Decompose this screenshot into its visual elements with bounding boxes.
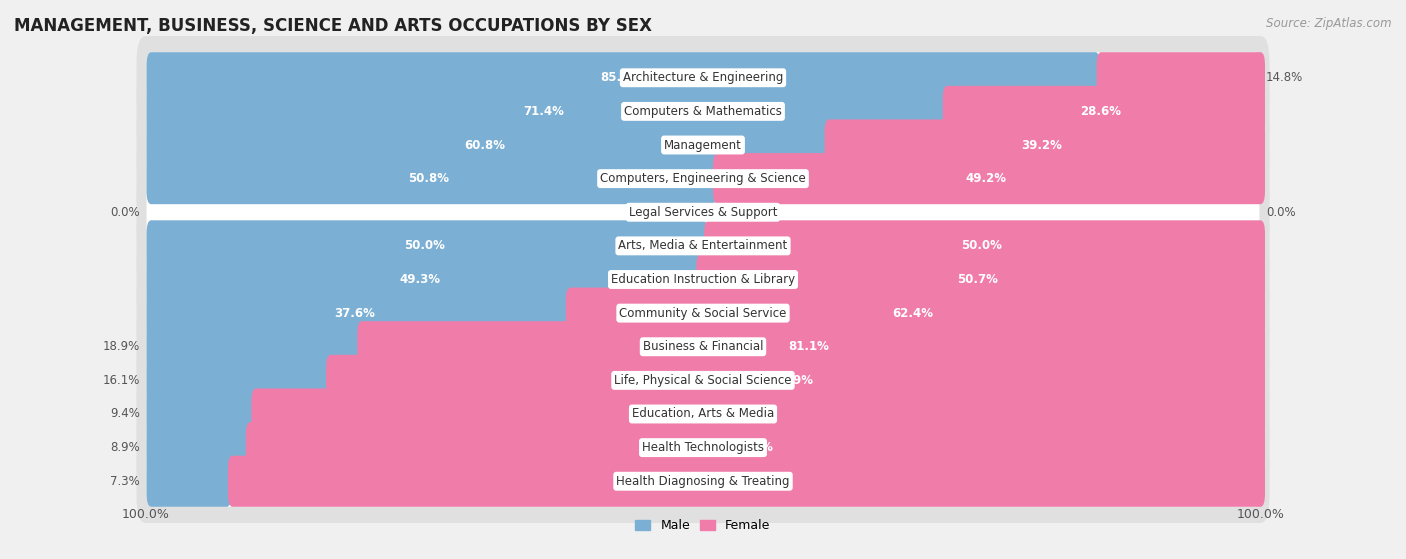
FancyBboxPatch shape (136, 170, 1270, 254)
Text: Life, Physical & Social Science: Life, Physical & Social Science (614, 374, 792, 387)
FancyBboxPatch shape (246, 422, 1265, 473)
Text: 9.4%: 9.4% (110, 408, 139, 420)
FancyBboxPatch shape (146, 355, 1260, 406)
Text: 83.9%: 83.9% (772, 374, 813, 387)
FancyBboxPatch shape (136, 137, 1270, 220)
FancyBboxPatch shape (357, 321, 1265, 372)
FancyBboxPatch shape (136, 238, 1270, 321)
Text: 49.2%: 49.2% (966, 172, 1007, 185)
FancyBboxPatch shape (136, 439, 1270, 523)
FancyBboxPatch shape (146, 389, 254, 439)
Text: Management: Management (664, 139, 742, 151)
FancyBboxPatch shape (146, 220, 1260, 272)
FancyBboxPatch shape (146, 422, 1260, 473)
Text: 16.1%: 16.1% (103, 374, 139, 387)
FancyBboxPatch shape (943, 86, 1265, 137)
FancyBboxPatch shape (326, 355, 1265, 406)
FancyBboxPatch shape (824, 120, 1265, 170)
FancyBboxPatch shape (146, 86, 946, 137)
FancyBboxPatch shape (136, 272, 1270, 355)
FancyBboxPatch shape (146, 120, 828, 170)
Text: Arts, Media & Entertainment: Arts, Media & Entertainment (619, 239, 787, 252)
FancyBboxPatch shape (136, 36, 1270, 120)
FancyBboxPatch shape (136, 204, 1270, 287)
FancyBboxPatch shape (146, 456, 232, 507)
FancyBboxPatch shape (696, 254, 1265, 305)
FancyBboxPatch shape (136, 339, 1270, 422)
Text: 14.8%: 14.8% (1267, 71, 1303, 84)
Text: Business & Financial: Business & Financial (643, 340, 763, 353)
Text: 60.8%: 60.8% (464, 139, 505, 151)
FancyBboxPatch shape (146, 52, 1099, 103)
Text: 92.7%: 92.7% (723, 475, 763, 488)
FancyBboxPatch shape (146, 456, 1260, 507)
FancyBboxPatch shape (136, 406, 1270, 489)
Text: 91.1%: 91.1% (733, 441, 773, 454)
Text: 8.9%: 8.9% (110, 441, 139, 454)
Text: 50.0%: 50.0% (962, 239, 1002, 252)
Text: MANAGEMENT, BUSINESS, SCIENCE AND ARTS OCCUPATIONS BY SEX: MANAGEMENT, BUSINESS, SCIENCE AND ARTS O… (14, 17, 652, 35)
Text: 50.8%: 50.8% (408, 172, 449, 185)
Text: Computers & Mathematics: Computers & Mathematics (624, 105, 782, 118)
FancyBboxPatch shape (146, 120, 1260, 170)
FancyBboxPatch shape (136, 70, 1270, 153)
FancyBboxPatch shape (146, 287, 569, 339)
Text: 81.1%: 81.1% (787, 340, 828, 353)
FancyBboxPatch shape (136, 103, 1270, 187)
Text: 0.0%: 0.0% (1267, 206, 1296, 219)
FancyBboxPatch shape (146, 389, 1260, 439)
Legend: Male, Female: Male, Female (630, 514, 776, 537)
Text: 37.6%: 37.6% (335, 307, 375, 320)
FancyBboxPatch shape (146, 321, 1260, 372)
Text: Health Technologists: Health Technologists (643, 441, 763, 454)
Text: 85.2%: 85.2% (600, 71, 641, 84)
Text: Education Instruction & Library: Education Instruction & Library (612, 273, 794, 286)
FancyBboxPatch shape (146, 254, 1260, 305)
Text: 50.7%: 50.7% (957, 273, 998, 286)
FancyBboxPatch shape (136, 372, 1270, 456)
FancyBboxPatch shape (146, 52, 1260, 103)
Text: Community & Social Service: Community & Social Service (619, 307, 787, 320)
Text: 71.4%: 71.4% (523, 105, 564, 118)
FancyBboxPatch shape (228, 456, 1265, 507)
FancyBboxPatch shape (146, 355, 329, 406)
Text: 0.0%: 0.0% (110, 206, 139, 219)
FancyBboxPatch shape (146, 254, 700, 305)
FancyBboxPatch shape (704, 220, 1265, 272)
FancyBboxPatch shape (146, 220, 707, 272)
Text: 62.4%: 62.4% (893, 307, 934, 320)
FancyBboxPatch shape (146, 187, 1260, 238)
FancyBboxPatch shape (146, 321, 361, 372)
FancyBboxPatch shape (146, 422, 249, 473)
Text: 18.9%: 18.9% (103, 340, 139, 353)
Text: 7.3%: 7.3% (110, 475, 139, 488)
FancyBboxPatch shape (252, 389, 1265, 439)
Text: 28.6%: 28.6% (1081, 105, 1122, 118)
FancyBboxPatch shape (713, 153, 1265, 204)
Text: Computers, Engineering & Science: Computers, Engineering & Science (600, 172, 806, 185)
FancyBboxPatch shape (565, 287, 1265, 339)
Text: Education, Arts & Media: Education, Arts & Media (631, 408, 775, 420)
Text: 39.2%: 39.2% (1022, 139, 1063, 151)
FancyBboxPatch shape (136, 305, 1270, 389)
Text: 90.6%: 90.6% (735, 408, 776, 420)
FancyBboxPatch shape (146, 153, 717, 204)
Text: Legal Services & Support: Legal Services & Support (628, 206, 778, 219)
FancyBboxPatch shape (1097, 52, 1265, 103)
Text: Health Diagnosing & Treating: Health Diagnosing & Treating (616, 475, 790, 488)
Text: Architecture & Engineering: Architecture & Engineering (623, 71, 783, 84)
Text: 49.3%: 49.3% (399, 273, 441, 286)
FancyBboxPatch shape (146, 153, 1260, 204)
FancyBboxPatch shape (146, 287, 1260, 339)
Text: Source: ZipAtlas.com: Source: ZipAtlas.com (1267, 17, 1392, 30)
Text: 50.0%: 50.0% (404, 239, 444, 252)
FancyBboxPatch shape (146, 86, 1260, 137)
